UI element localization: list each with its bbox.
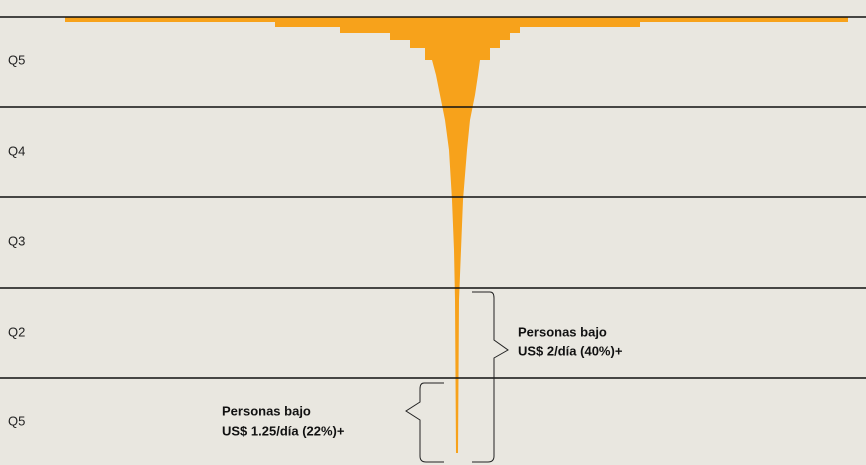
band-label: Q4 xyxy=(8,143,25,158)
brace xyxy=(405,382,444,463)
annotation: US$ 2/día (40%)+ xyxy=(518,343,623,358)
annotation: Personas bajo xyxy=(222,403,311,418)
distribution-shape xyxy=(65,17,848,453)
band-label: Q5 xyxy=(8,52,25,67)
brace xyxy=(472,291,509,463)
band-label: Q2 xyxy=(8,324,25,339)
annotation: US$ 1.25/día (22%)+ xyxy=(222,423,345,438)
band-label: Q3 xyxy=(8,233,25,248)
annotation: Personas bajo xyxy=(518,324,607,339)
band-label: Q5 xyxy=(8,413,25,428)
